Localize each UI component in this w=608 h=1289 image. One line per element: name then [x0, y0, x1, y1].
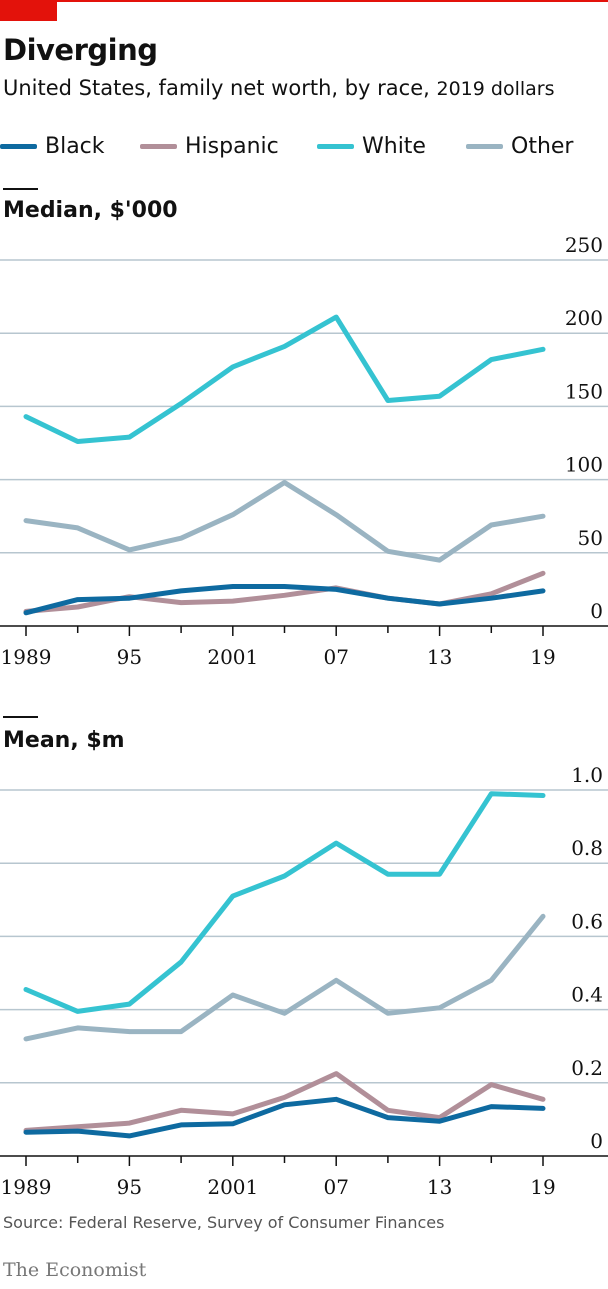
- mean-chart: 0 0.2 0.4 0.6 0.8 1.0 1989 95 2001 07 13 19: [0, 763, 608, 1199]
- brand-wordmark: The Economist: [3, 1259, 147, 1281]
- panel-mean-rule: [3, 716, 38, 718]
- mean-xtick-label: 13: [427, 1175, 452, 1199]
- mean-xtick-label: 07: [323, 1175, 348, 1199]
- median-xtick-label: 95: [117, 645, 142, 669]
- median-xtick-label: 19: [530, 645, 555, 669]
- mean-series-other: [23, 913, 546, 1042]
- legend-swatch-hispanic: [140, 143, 177, 149]
- source-note: Source: Federal Reserve, Survey of Consu…: [3, 1213, 445, 1232]
- legend-item-other: Other: [466, 131, 573, 161]
- mean-xtick-label: 95: [117, 1175, 142, 1199]
- legend-label-other: Other: [511, 133, 574, 159]
- chart-subtitle: United States, family net worth, by race…: [3, 76, 555, 100]
- median-ytick-label: 200: [565, 306, 603, 330]
- mean-series-black: [23, 1096, 546, 1139]
- legend-label-black: Black: [45, 133, 105, 159]
- brand-red-rule: [57, 0, 608, 2]
- legend-item-hispanic: Hispanic: [140, 131, 279, 161]
- mean-ytick-label: 0.6: [571, 909, 603, 933]
- legend-item-white: White: [317, 131, 426, 161]
- median-ytick-label: 0: [590, 599, 603, 623]
- brand-red-tag: [0, 0, 57, 21]
- mean-xtick-label: 19: [530, 1175, 555, 1199]
- median-ytick-label: 150: [565, 379, 603, 403]
- legend-swatch-white: [317, 143, 354, 149]
- chart-title: Diverging: [3, 33, 158, 67]
- mean-ytick-label: 0.8: [571, 836, 603, 860]
- mean-series-white: [23, 791, 546, 1014]
- median-xtick-label: 07: [323, 645, 348, 669]
- subtitle-unit: 2019 dollars: [436, 78, 555, 100]
- subtitle-main: United States, family net worth, by race…: [3, 76, 430, 100]
- median-ytick-label: 50: [578, 526, 603, 550]
- median-xtick-label: 2001: [207, 645, 258, 669]
- median-ytick-label: 100: [565, 453, 603, 477]
- panel-median-rule: [3, 188, 38, 190]
- mean-ytick-label: 0: [590, 1129, 603, 1153]
- legend-item-black: Black: [0, 131, 105, 161]
- mean-ytick-label: 0.4: [571, 983, 603, 1007]
- mean-xtick-label: 2001: [207, 1175, 258, 1199]
- mean-ytick-label: 0.2: [571, 1056, 603, 1080]
- mean-series-hispanic: [23, 1071, 546, 1133]
- panel-median-title: Median, $'000: [3, 198, 178, 223]
- median-series-other: [23, 480, 546, 563]
- median-xtick-label: 13: [427, 645, 452, 669]
- median-series-white: [23, 314, 546, 444]
- median-series-hispanic: [23, 570, 546, 614]
- median-series-black: [23, 584, 546, 616]
- legend-label-hispanic: Hispanic: [185, 133, 279, 159]
- median-ytick-label: 250: [565, 233, 603, 257]
- mean-ytick-label: 1.0: [571, 763, 603, 787]
- panel-mean-title: Mean, $m: [3, 728, 125, 753]
- legend-label-white: White: [362, 133, 426, 159]
- legend-swatch-black: [0, 143, 37, 149]
- legend: Black Hispanic White Other: [0, 131, 608, 161]
- median-chart: 0 50 100 150 200 250 1989 95 2001 07 13 19: [0, 233, 608, 669]
- legend-swatch-other: [466, 143, 503, 149]
- median-xtick-label: 1989: [1, 645, 52, 669]
- mean-xtick-label: 1989: [1, 1175, 52, 1199]
